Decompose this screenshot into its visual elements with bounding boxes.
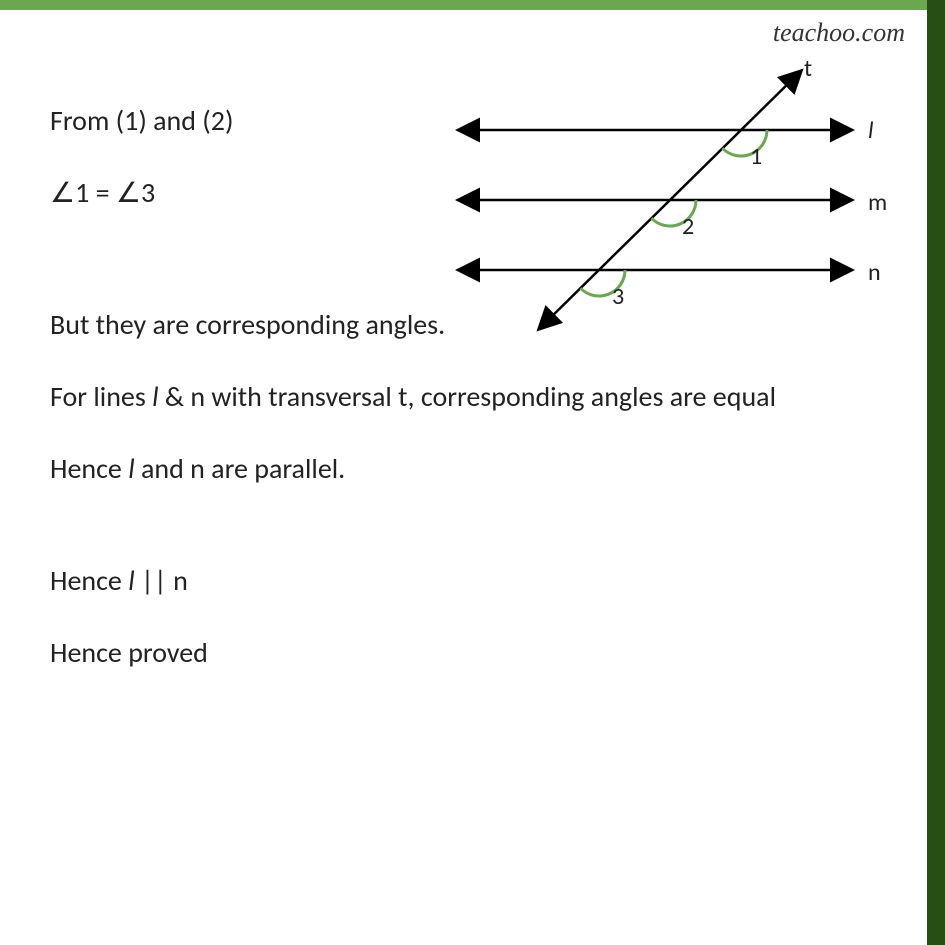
angle-label-2: 2	[682, 212, 694, 241]
transversal-label: t	[804, 54, 812, 83]
step-transversal: For lines l & n with transversal t, corr…	[50, 376, 890, 418]
step-conclusion: Hence l || n	[50, 560, 890, 602]
txt: Hence	[50, 451, 128, 486]
top-accent-bar	[0, 0, 927, 10]
txt: Hence	[50, 563, 128, 598]
geometry-diagram: lmnt123	[430, 60, 910, 340]
line-label-m: m	[868, 188, 887, 217]
line-label-l: l	[868, 116, 874, 145]
txt: & n with transversal t, corresponding an…	[159, 379, 776, 414]
txt: and n are parallel.	[135, 451, 346, 486]
brand-watermark: teachoo.com	[773, 18, 905, 48]
txt: || n	[135, 563, 188, 598]
diagram-svg	[430, 60, 910, 350]
txt: For lines	[50, 379, 152, 414]
step-proved: Hence proved	[50, 632, 890, 674]
angle-label-1: 1	[750, 142, 762, 171]
side-accent-bar	[927, 0, 945, 945]
angle-label-3: 3	[612, 282, 624, 311]
step-hence-parallel: Hence l and n are parallel.	[50, 448, 890, 490]
line-label-n: n	[868, 258, 881, 287]
